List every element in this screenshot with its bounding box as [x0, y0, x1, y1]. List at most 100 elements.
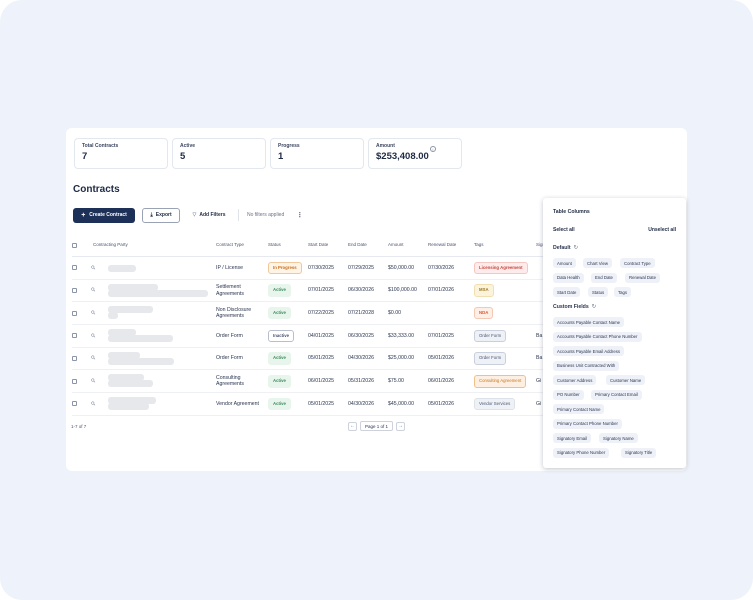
- redacted-party: [108, 374, 144, 382]
- row-checkbox[interactable]: [72, 378, 77, 384]
- page-title: Contracts: [73, 184, 120, 195]
- row-checkbox[interactable]: [72, 333, 77, 339]
- table-row[interactable]: ⚲ Settlement Agreements Active 07/01/2025 06…: [72, 280, 543, 303]
- column-chip[interactable]: Customer Address: [553, 375, 597, 385]
- header-type[interactable]: Contract Type: [216, 241, 244, 247]
- arrow-right-icon[interactable]: →: [396, 421, 406, 431]
- header-renewal[interactable]: Renewal Date: [428, 241, 457, 247]
- column-chip[interactable]: Signatory Email: [553, 433, 592, 443]
- header-status[interactable]: Status: [268, 241, 281, 247]
- info-icon[interactable]: i: [430, 146, 436, 152]
- column-chip[interactable]: Primary Contact Phone Number: [553, 418, 622, 429]
- column-chip[interactable]: Accounts Payable Contact Name: [553, 317, 625, 327]
- header-amount[interactable]: Amount: [388, 241, 404, 247]
- stat-card-total: Total Contracts 7: [74, 138, 168, 169]
- column-chip[interactable]: Tags: [614, 287, 632, 297]
- table-row[interactable]: ⚲ Vendor Agreement Active 05/01/2025 04/30/2…: [72, 393, 543, 416]
- header-party[interactable]: Contracting Party: [93, 241, 128, 247]
- link-icon[interactable]: ⚲: [90, 286, 98, 294]
- tag-badge: NDA: [474, 306, 494, 320]
- table-body: ⚲ IP / License In Progress 07/30/2025 07/29/…: [72, 257, 543, 416]
- select-all-link[interactable]: Select all: [553, 227, 575, 233]
- link-icon[interactable]: ⚲: [90, 400, 98, 408]
- start-date: 04/01/2025: [308, 332, 334, 339]
- header-signatory[interactable]: Signatory Name: [536, 241, 543, 247]
- refresh-icon[interactable]: ↻: [591, 304, 597, 310]
- column-chip[interactable]: Accounts Payable Email Address: [553, 346, 625, 356]
- renewal-date: 05/01/2026: [428, 355, 454, 362]
- status-badge: Active: [268, 306, 291, 320]
- link-cell: ⚲: [90, 370, 98, 392]
- column-chip[interactable]: End Date: [591, 272, 617, 283]
- link-icon[interactable]: ⚲: [90, 309, 98, 317]
- row-checkbox[interactable]: [72, 265, 77, 271]
- table-row[interactable]: ⚲ Order Form Active 05/01/2025 04/30/2026 $25…: [72, 348, 543, 371]
- renewal-date: 06/01/2026: [428, 378, 454, 385]
- column-chip[interactable]: Renewal Date: [625, 272, 660, 283]
- column-chip[interactable]: Signatory Title: [621, 447, 657, 458]
- link-icon[interactable]: ⚲: [90, 332, 98, 340]
- end-date: 06/30/2026: [348, 287, 374, 294]
- status-cell: In Progress: [268, 257, 302, 279]
- column-chip[interactable]: Primary Contact Name: [553, 404, 605, 414]
- column-chip[interactable]: Customer Name: [606, 375, 646, 385]
- row-checkbox-cell: [72, 257, 77, 279]
- contract-type: Consulting Agreements: [216, 374, 244, 388]
- add-filters-button[interactable]: ▽ Add Filters: [184, 208, 234, 223]
- column-chip[interactable]: Primary Contact Email: [591, 389, 642, 400]
- column-chip[interactable]: Status: [588, 287, 609, 297]
- party-cell: [108, 302, 212, 324]
- end-date: 05/31/2026: [348, 378, 374, 385]
- party-cell: [108, 325, 212, 347]
- select-all-checkbox[interactable]: [72, 242, 77, 248]
- tag-cell: Order Form: [474, 325, 507, 347]
- link-icon[interactable]: ⚲: [90, 354, 98, 362]
- arrow-left-icon[interactable]: ←: [348, 421, 357, 431]
- column-chip[interactable]: Accounts Payable Contact Phone Number: [553, 331, 642, 342]
- stat-card-progress: Progress 1: [270, 138, 364, 169]
- column-chip[interactable]: Signatory Name: [599, 433, 638, 443]
- column-chip[interactable]: Data Health: [553, 272, 584, 283]
- tag-badge: Licensing Agreement: [474, 261, 528, 275]
- row-checkbox[interactable]: [72, 401, 77, 407]
- row-checkbox[interactable]: [72, 310, 77, 316]
- link-icon[interactable]: ⚲: [90, 377, 98, 385]
- row-checkbox[interactable]: [72, 356, 77, 362]
- status-badge: Active: [268, 375, 291, 388]
- stat-value: 7: [82, 151, 88, 162]
- tag-badge: Order Form: [474, 329, 507, 343]
- header-start[interactable]: Start Date: [308, 241, 329, 247]
- export-button[interactable]: ⤓ Export: [142, 207, 180, 223]
- column-chip[interactable]: Amount: [553, 258, 576, 268]
- row-checkbox[interactable]: [72, 288, 77, 294]
- create-contract-button[interactable]: + Create Contract: [73, 207, 135, 223]
- link-cell: ⚲: [90, 302, 98, 324]
- column-chip[interactable]: Chart View: [583, 258, 612, 268]
- column-chip[interactable]: Business Unit Contracted With: [553, 360, 620, 371]
- row-checkbox-cell: [72, 302, 77, 324]
- column-chip[interactable]: Signatory Phone Number: [553, 447, 610, 458]
- stat-card-amount: Amount $253,408.00 i: [368, 138, 462, 169]
- no-filters-text: No filters applied: [247, 212, 285, 218]
- header-end[interactable]: End Date: [348, 241, 367, 247]
- column-chip[interactable]: Contract Type: [620, 258, 655, 268]
- column-chip[interactable]: PO Number: [553, 389, 584, 400]
- table-row[interactable]: ⚲ Consulting Agreements Active 06/01/2025 05…: [72, 370, 543, 394]
- table-columns-panel: Table Columns Select all Unselect all De…: [543, 198, 686, 468]
- table-row[interactable]: ⚲ Non Disclosure Agreements Active 07/22/20…: [72, 302, 543, 326]
- kebab-icon[interactable]: ⋮: [296, 212, 304, 219]
- column-chip[interactable]: Start Date: [553, 287, 581, 297]
- redacted-party: [108, 283, 158, 291]
- table-row[interactable]: ⚲ IP / License In Progress 07/30/2025 07/29/…: [72, 257, 543, 280]
- link-icon[interactable]: ⚲: [90, 264, 98, 272]
- table-row[interactable]: ⚲ Order Form Inactive 04/01/2025 06/30/2025 $…: [72, 325, 543, 348]
- tag-badge: MSA: [474, 284, 494, 297]
- header-tags[interactable]: Tags: [474, 241, 484, 247]
- refresh-icon[interactable]: ↻: [573, 245, 579, 251]
- stat-label: Total Contracts: [82, 143, 119, 149]
- stat-label: Progress: [278, 143, 300, 149]
- amount: $33,333.00: [388, 332, 414, 339]
- unselect-all-link[interactable]: Unselect all: [648, 227, 676, 233]
- start-date: 07/22/2025: [308, 309, 334, 316]
